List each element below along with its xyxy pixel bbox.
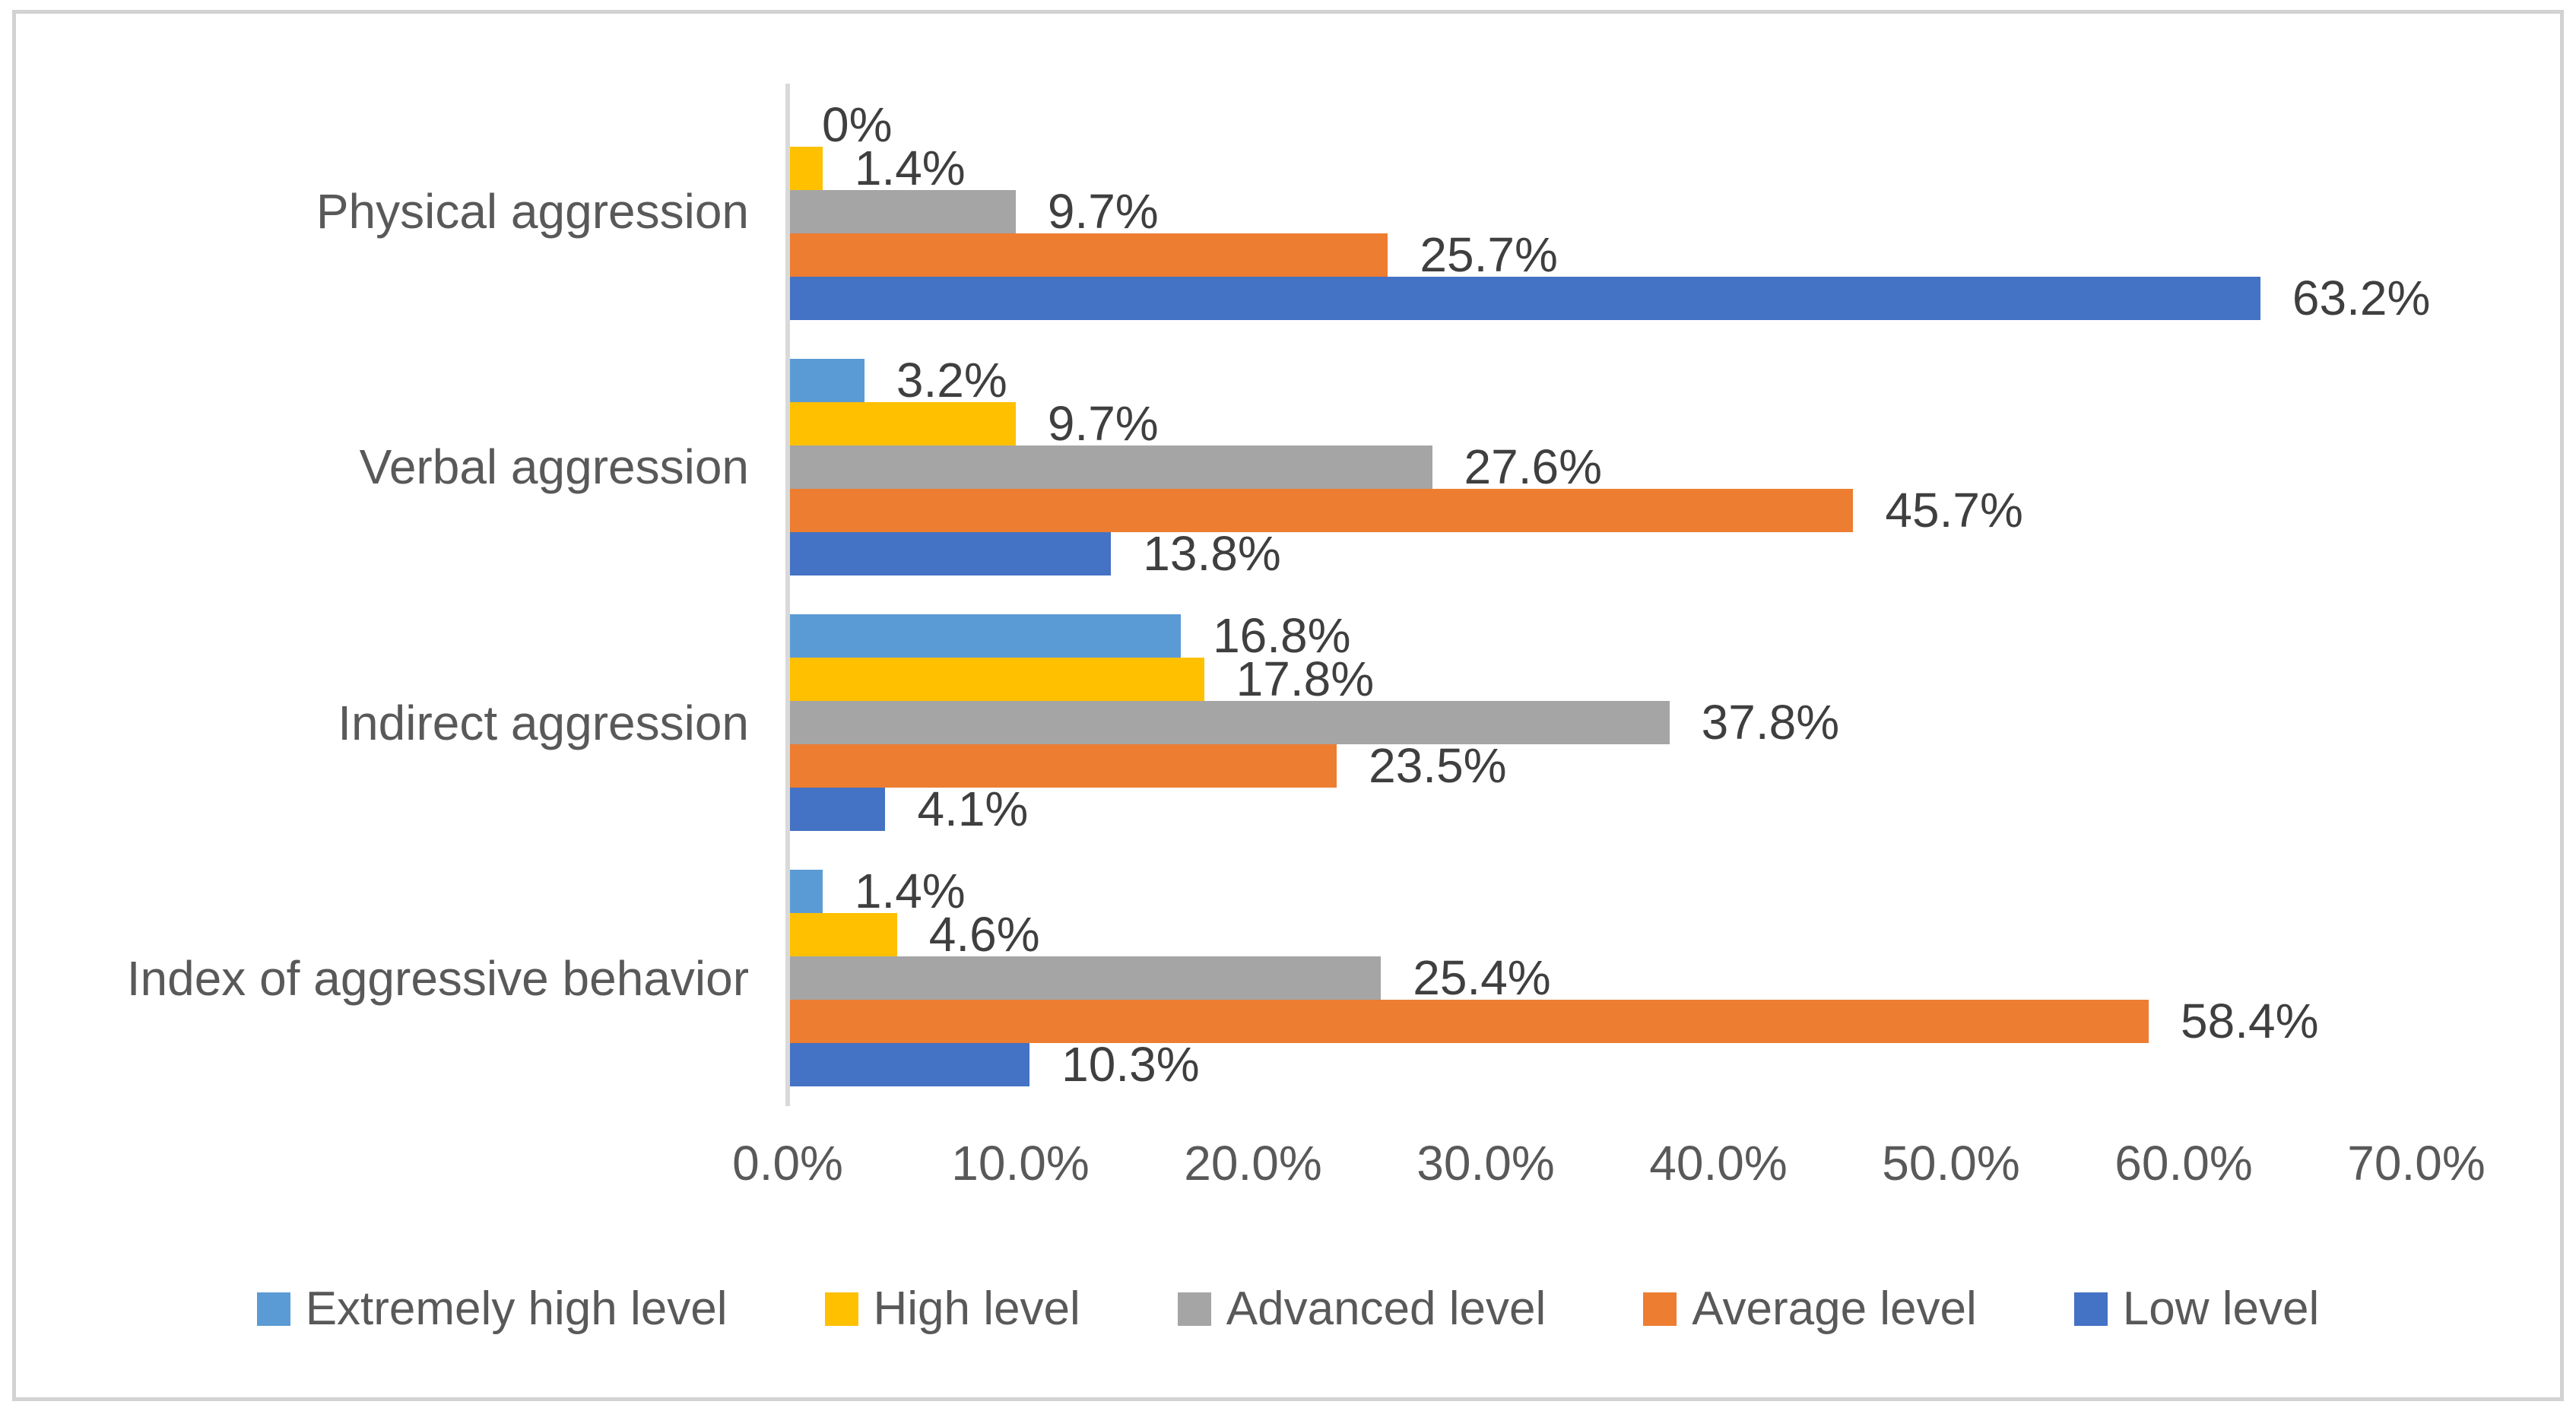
bar-row: 4.1% <box>790 782 2419 837</box>
category-label: Verbal aggression <box>359 439 749 495</box>
legend-label: Low level <box>2122 1283 2320 1335</box>
category-axis-labels: Physical aggression Verbal aggression Indi… <box>16 84 785 1106</box>
data-label: 27.6% <box>1464 439 1603 494</box>
bar-row: 9.7% <box>790 395 2419 451</box>
bar-group: 3.2% 9.7% 27.6% 45.7% 13.8% <box>790 339 2419 595</box>
value-axis-tick-labels: 0.0% 10.0% 20.0% 30.0% 40.0% 50.0% 60.0% 70.0% <box>732 1135 2486 1196</box>
tick-label: 40.0% <box>1649 1136 1788 1191</box>
legend-label: Advanced level <box>1226 1283 1547 1335</box>
legend-item: Advanced level <box>1177 1282 1547 1336</box>
legend-marker-icon <box>256 1292 290 1326</box>
tick-label: 10.0% <box>951 1136 1090 1191</box>
data-label: 4.6% <box>928 907 1040 962</box>
bar <box>790 1043 1030 1087</box>
bar <box>790 701 1670 745</box>
bar-row: 0% <box>790 97 2419 152</box>
bar-row: 17.8% <box>790 652 2419 707</box>
data-label: 25.4% <box>1413 950 1551 1006</box>
legend-label: High level <box>873 1283 1080 1335</box>
bar-row: 63.2% <box>790 274 2430 322</box>
legend-label: Extremely high level <box>305 1283 728 1335</box>
data-label: 9.7% <box>1047 183 1159 239</box>
bar-group: 1.4% 4.6% 25.4% 58.4% 10.3% <box>790 851 2419 1106</box>
legend-marker-icon <box>1177 1292 1211 1326</box>
bar-row: 13.8% <box>790 525 2419 581</box>
legend-marker-icon <box>2073 1292 2108 1326</box>
plot-area: 0% 1.4% 9.7% 25.7% 63.2% 3.2% 9.7% 27.6% 45.7% 13… <box>790 84 2430 1106</box>
bar-row: 37.8% <box>790 695 2419 750</box>
bar-row: 16.8% <box>790 608 2419 664</box>
data-label: 17.8% <box>1236 652 1375 707</box>
bar-row: 58.4% <box>790 994 2419 1049</box>
bar <box>790 870 823 914</box>
data-label: 3.2% <box>896 352 1007 407</box>
bar-row: 3.2% <box>790 352 2419 407</box>
legend: Extremely high level High level Advanced l… <box>16 1282 2560 1336</box>
bar <box>790 488 1854 532</box>
data-label: 0% <box>822 97 893 152</box>
tick-label: 20.0% <box>1184 1136 1322 1191</box>
bar-group: 16.8% 17.8% 37.8% 23.5% 4.1% <box>790 595 2419 851</box>
category-label: Physical aggression <box>316 184 749 239</box>
bar-group: 0% 1.4% 9.7% 25.7% 63.2% <box>790 84 2430 339</box>
bar <box>790 358 864 402</box>
tick-label: 60.0% <box>2114 1136 2253 1191</box>
legend-item: Extremely high level <box>256 1282 728 1336</box>
data-label: 1.4% <box>854 140 966 195</box>
tick-label: 30.0% <box>1416 1136 1555 1191</box>
data-label: 45.7% <box>1885 482 2023 537</box>
legend-item: High level <box>824 1282 1080 1336</box>
bar-row: 23.5% <box>790 738 2419 794</box>
data-label: 58.4% <box>2181 994 2319 1049</box>
data-label: 10.3% <box>1061 1037 1200 1092</box>
bar <box>790 658 1204 702</box>
data-label: 63.2% <box>2292 270 2431 325</box>
data-label: 13.8% <box>1143 525 1281 581</box>
bar-row: 9.7% <box>790 183 2419 239</box>
bar <box>790 233 1388 277</box>
category-label: Index of aggressive behavior <box>126 950 749 1006</box>
data-label: 23.5% <box>1369 738 1507 794</box>
tick-label: 50.0% <box>1882 1136 2020 1191</box>
bar <box>790 788 886 832</box>
figure-border-frame: Physical aggression Verbal aggression Indi… <box>12 10 2564 1401</box>
bar <box>790 146 823 190</box>
data-label: 4.1% <box>917 782 1029 837</box>
bar <box>790 401 1016 445</box>
bar-row: 25.4% <box>790 950 2419 1006</box>
data-label: 1.4% <box>854 864 966 919</box>
legend-label: Average level <box>1692 1283 1977 1335</box>
bar-row: 10.3% <box>790 1037 2419 1092</box>
legend-marker-icon <box>1643 1292 1677 1326</box>
data-label: 37.8% <box>1701 695 1840 750</box>
bar-row: 1.4% <box>790 140 2419 195</box>
tick-label: 0.0% <box>732 1136 843 1191</box>
category-label: Indirect aggression <box>338 695 749 750</box>
bar-row: 45.7% <box>790 482 2419 537</box>
bar-row: 1.4% <box>790 864 2419 919</box>
tick-label: 70.0% <box>2347 1136 2486 1191</box>
data-label: 9.7% <box>1047 395 1159 451</box>
bar <box>790 744 1337 788</box>
bar <box>790 614 1182 658</box>
bar <box>790 913 897 957</box>
bar-row: 4.6% <box>790 907 2419 962</box>
legend-item: Average level <box>1643 1282 1977 1336</box>
legend-item: Low level <box>2073 1282 2320 1336</box>
data-label: 25.7% <box>1420 227 1558 282</box>
bar-row: 27.6% <box>790 439 2419 494</box>
bar <box>790 276 2260 320</box>
bar <box>790 531 1112 575</box>
bar <box>790 445 1432 489</box>
bar <box>790 956 1382 1000</box>
data-label: 16.8% <box>1213 608 1351 664</box>
category-axis-line <box>785 84 790 1106</box>
legend-marker-icon <box>824 1292 858 1326</box>
bar <box>790 1000 2149 1044</box>
bar <box>790 189 1016 233</box>
bar-row: 25.7% <box>790 227 2419 282</box>
